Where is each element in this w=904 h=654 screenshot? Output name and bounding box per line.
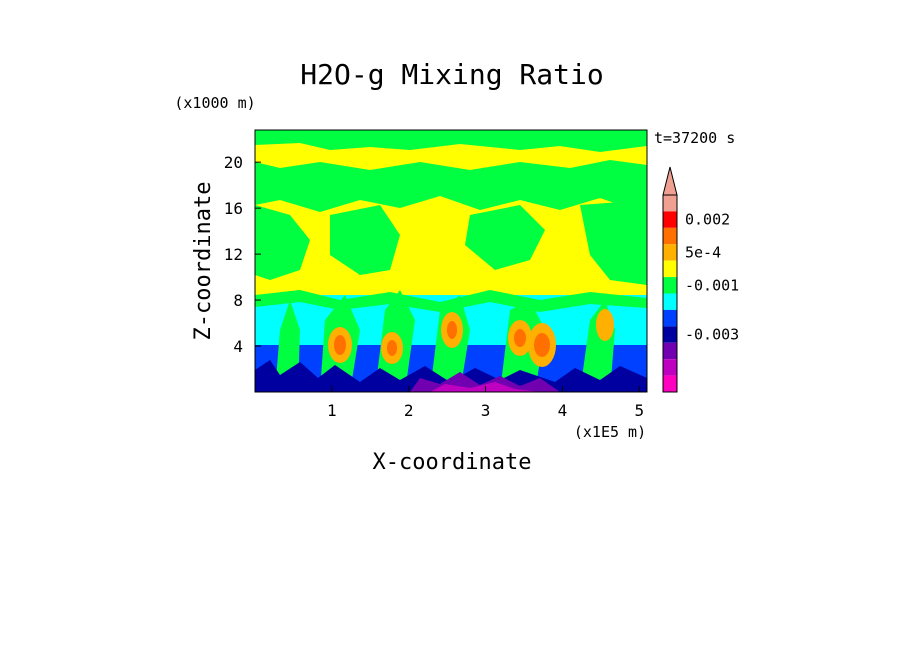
y-tick-label: 20	[224, 153, 243, 172]
colorbar-band	[663, 326, 677, 343]
core-4b	[514, 329, 526, 347]
core-5b	[534, 333, 550, 357]
colorbar-band	[663, 244, 677, 261]
x-tick-label: 5	[634, 401, 644, 420]
core-6	[596, 309, 614, 341]
colorbar-label: 0.002	[685, 211, 730, 229]
core-2b	[387, 340, 397, 356]
plot-frame	[254, 129, 648, 393]
colorbar-label: -0.003	[685, 326, 739, 344]
colorbar-band	[663, 277, 677, 294]
core-1b	[334, 335, 346, 355]
mid-green-left	[255, 205, 310, 280]
y-tick-label: 16	[224, 199, 243, 218]
colorbar-band	[663, 342, 677, 360]
colorbar-frame	[662, 194, 678, 393]
chart-title: H2O-g Mixing Ratio	[300, 58, 603, 91]
x-axis-label: X-coordinate	[373, 450, 532, 475]
x-tick-label: 1	[327, 401, 337, 420]
lower-mid-green-strip	[255, 290, 647, 312]
colorbar-band	[663, 309, 677, 327]
colorbar-band	[663, 260, 677, 278]
colorbar-band	[663, 227, 677, 245]
colorbar-band	[663, 375, 677, 392]
y-tick-label: 12	[224, 245, 243, 264]
core-3b	[447, 321, 457, 339]
y-tick-label: 4	[233, 337, 243, 356]
x-tick-label: 3	[481, 401, 491, 420]
mid-green-center2	[465, 205, 545, 270]
x-tick-label: 4	[558, 401, 568, 420]
time-label: t=37200 s	[654, 129, 735, 147]
colorbar: 0.002 5e-4 -0.001 -0.003	[662, 166, 739, 393]
y-tick-label: 8	[233, 291, 243, 310]
y-axis-label: Z-coordinate	[191, 182, 216, 341]
colorbar-band	[663, 293, 677, 310]
colorbar-label: -0.001	[685, 276, 739, 294]
x-unit-label: (x1E5 m)	[574, 423, 646, 441]
colorbar-extend-arrow	[662, 166, 678, 196]
colorbar-band	[663, 211, 677, 228]
y-unit-label: (x1000 m)	[174, 94, 255, 112]
bottom-magenta	[430, 382, 540, 392]
plot-area	[255, 130, 647, 392]
upper-green-band	[255, 170, 647, 212]
mid-green-right	[580, 200, 647, 285]
colorbar-band	[663, 195, 677, 212]
upper-yellow-band	[255, 143, 647, 170]
x-tick-label: 2	[404, 401, 414, 420]
bottom-dark	[255, 360, 647, 392]
colorbar-label: 5e-4	[685, 243, 721, 261]
mid-green-center	[330, 205, 400, 275]
colorbar-band	[663, 359, 677, 376]
